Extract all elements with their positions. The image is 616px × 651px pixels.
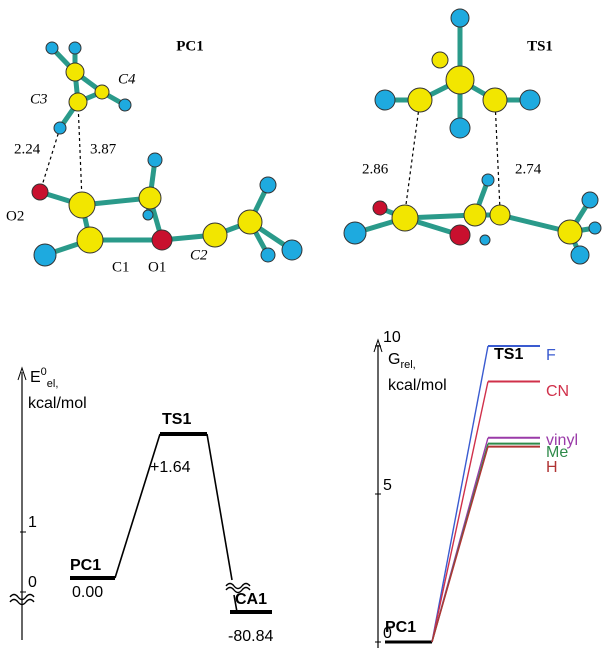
- structure-label: PC1: [176, 38, 204, 54]
- pc1-molecule: [32, 42, 302, 266]
- axis-unit: kcal/mol: [28, 395, 87, 412]
- distance-label: 2.86: [362, 161, 389, 177]
- atom-label: C1: [112, 259, 130, 275]
- atom-label: C2: [190, 247, 208, 263]
- y-tick-label: 5: [383, 477, 392, 494]
- axis-label: E0el,: [30, 366, 58, 390]
- tick-label: 1: [28, 514, 37, 531]
- ts1-molecule: [344, 9, 601, 264]
- sub: rel,: [400, 359, 415, 371]
- distance-label: 2.24: [14, 141, 41, 157]
- axis-unit: kcal/mol: [388, 377, 447, 394]
- atom-label: O2: [6, 208, 24, 224]
- axis-label: Grel,: [388, 351, 416, 371]
- level-value: +1.64: [150, 459, 191, 476]
- connector: [432, 447, 488, 642]
- connector: [432, 382, 488, 642]
- level-name: CA1: [235, 591, 267, 608]
- symbol: G: [388, 351, 400, 368]
- level-value: -80.84: [228, 628, 273, 645]
- sub: el,: [47, 378, 59, 390]
- sup: 0: [41, 366, 47, 378]
- distance-label: 2.74: [515, 161, 542, 177]
- distance-label: 3.87: [90, 141, 117, 157]
- atom-label: O1: [148, 259, 166, 275]
- level-name: TS1: [162, 411, 191, 428]
- symbol: E: [30, 369, 41, 386]
- atom-label: C4: [118, 71, 136, 87]
- start-label: PC1: [385, 619, 416, 636]
- level-name: PC1: [70, 557, 101, 574]
- legend-label: H: [546, 459, 558, 476]
- level-value: 0.00: [72, 584, 103, 601]
- legend-label: F: [546, 347, 556, 364]
- figure: PC1 C3 C4 O2 C1 O1 C2 2.24 3.87 TS1 2.86…: [0, 0, 616, 651]
- legend-label: CN: [546, 383, 569, 400]
- end-label: TS1: [494, 346, 523, 363]
- tick-label: 0: [28, 574, 37, 591]
- structure-label: TS1: [527, 38, 553, 54]
- y-tick-label: 10: [383, 329, 401, 346]
- atom-label: C3: [30, 91, 48, 107]
